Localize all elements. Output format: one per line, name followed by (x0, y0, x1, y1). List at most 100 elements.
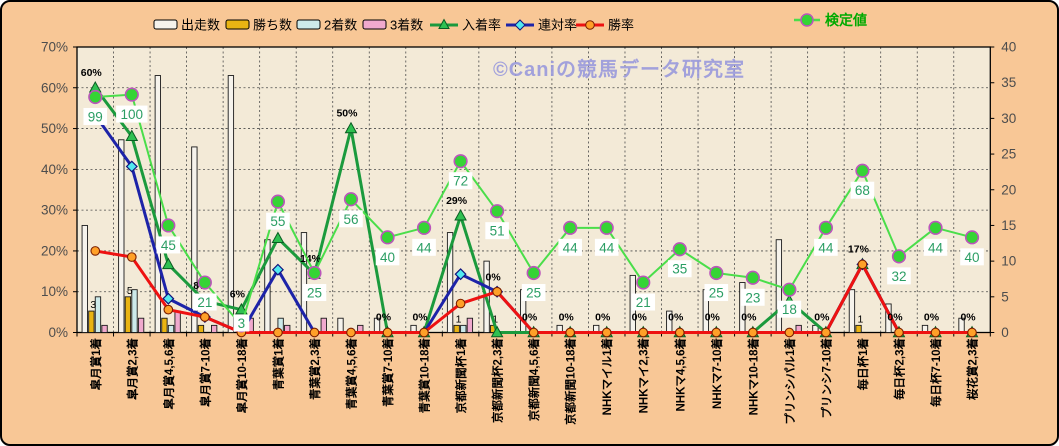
place-rate-label: 0% (705, 312, 721, 324)
category-label: 青葉賞2,3着 (308, 338, 322, 400)
place-rate-label: 0% (412, 312, 428, 324)
bar (161, 317, 168, 333)
legend-item-5: 入着率 (430, 18, 501, 33)
test-value-label: 45 (161, 238, 176, 253)
bar (118, 139, 125, 333)
circle-marker (455, 298, 466, 309)
category-label: プリンシパル1着 (783, 338, 797, 425)
test-value-label-box (960, 248, 984, 266)
green-circle-marker (855, 163, 870, 178)
green-circle-marker (709, 265, 724, 281)
left-axis-tick-label: 0% (48, 325, 68, 340)
right-axis-tick-label: 20 (1001, 182, 1016, 197)
test-value-label: 40 (965, 250, 980, 265)
circle-marker (200, 312, 210, 322)
test-value-label-box (777, 300, 802, 318)
win-rate-markers (90, 246, 977, 338)
circle-marker (273, 327, 283, 338)
category-label: 京都新聞杯2,3着 (491, 338, 505, 423)
category-label: 皐月賞10-18着 (235, 338, 249, 413)
test-value-label: 100 (121, 107, 144, 122)
legend-item-test-value: 検定値 (794, 12, 867, 28)
triangle-marker (235, 302, 248, 315)
triangle-marker (344, 121, 358, 134)
diamond-marker-icon (514, 19, 526, 31)
legend-label: 連対率 (538, 18, 577, 33)
seconds-bars (94, 289, 467, 333)
circle-marker (674, 327, 685, 338)
circle-marker (565, 327, 576, 338)
triangle-marker (161, 257, 175, 270)
diamond-marker (125, 160, 138, 173)
bar (211, 324, 218, 333)
place-rate-label: 0% (887, 312, 903, 324)
test-value-label-box (156, 236, 181, 254)
bar (337, 317, 344, 333)
right-axis-tick-label: 25 (1001, 147, 1016, 162)
bar (167, 324, 175, 333)
circle-marker (382, 327, 393, 338)
legend-bar-swatch-icon (153, 19, 178, 30)
legend-item-1: 出走数 (153, 18, 220, 33)
bar (131, 289, 138, 333)
test-value-label: 44 (928, 240, 944, 255)
green-circle-marker (928, 220, 943, 235)
legend-label: 出走数 (181, 18, 220, 33)
place-rate-label: 60% (81, 67, 103, 79)
legend-item-6: 連対率 (506, 18, 577, 33)
category-label: 京都新聞4,5,6着 (527, 338, 541, 421)
circle-marker (126, 252, 137, 262)
test-value-label-box (266, 212, 290, 230)
test-value-label: 32 (891, 269, 906, 284)
category-label: 青葉賞7-10着 (381, 338, 395, 407)
left-axis-tick-label: 20% (41, 243, 68, 258)
thirds-bars (101, 310, 802, 333)
place-rate-label: 0% (559, 312, 575, 324)
test-value-label: 3 (238, 316, 246, 331)
test-value-label-box (741, 288, 765, 306)
legend-label: 入着率 (462, 18, 501, 33)
left-axis-tick-label: 30% (41, 203, 68, 218)
test-value-label-box (302, 284, 327, 302)
circle-marker (346, 327, 356, 338)
triangle-marker (271, 231, 285, 243)
category-label: 京都新聞杯1着 (454, 338, 468, 413)
green-circle-marker (599, 220, 614, 235)
green-circle-marker (380, 230, 395, 245)
test-value-label: 56 (343, 212, 358, 227)
green-circle-marker (270, 194, 286, 209)
right-axis-tick-label: 30 (1001, 111, 1016, 126)
green-circle-marker (745, 270, 760, 285)
bar (227, 75, 235, 333)
green-circle-marker (307, 265, 322, 281)
green-circle-marker (891, 249, 907, 264)
circle-marker (601, 327, 612, 338)
right-axis-tick-label: 15 (1001, 218, 1016, 233)
left-axis-tick-label: 10% (41, 284, 68, 299)
legend-item-3: 2着数 (296, 18, 357, 33)
test-value-label: 55 (270, 214, 285, 229)
test-value-label: 44 (599, 240, 615, 255)
place-rate-label: 6% (230, 289, 246, 301)
test-value-label-box (193, 293, 217, 311)
category-labels: 皐月賞1着 皐月賞2,3着 皐月賞4,5,6着 皐月賞7-10着 皐月賞10-18着 青葉… (89, 338, 980, 425)
category-label: 毎日杯2,3着 (892, 338, 906, 400)
category-label: NHKマ7-10着 (710, 338, 724, 409)
test-value-label: 40 (380, 250, 395, 265)
test-value-label: 25 (307, 286, 322, 301)
bar (446, 232, 454, 333)
category-label: NHKマ4,5,6着 (673, 338, 687, 412)
bar (320, 317, 327, 333)
green-circle-marker (964, 230, 980, 245)
test-value-label-box (850, 181, 875, 199)
test-value-label-box (375, 248, 400, 266)
test-value-label-box (814, 238, 838, 256)
legend-item-2: 勝ち数 (225, 18, 292, 33)
test-value-label-box (339, 210, 363, 228)
circle-marker (821, 327, 831, 338)
win-count-label: 3 (90, 299, 96, 311)
legend-item-7: 勝率 (576, 18, 634, 33)
legend-item-4: 3着数 (362, 18, 423, 33)
